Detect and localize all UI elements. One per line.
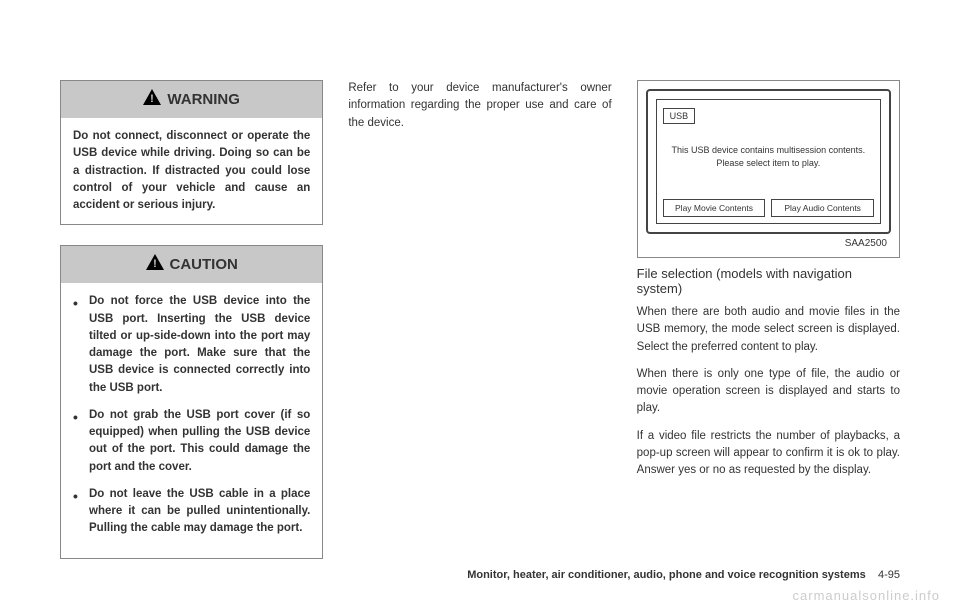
svg-text:!: !: [153, 258, 157, 270]
list-item: Do not leave the USB cable in a place wh…: [73, 486, 310, 538]
column-middle: Refer to your device manufacturer's owne…: [348, 80, 611, 579]
usb-message: This USB device contains multisession co…: [663, 144, 874, 169]
figure-id: SAA2500: [646, 238, 891, 249]
paragraph: When there is only one type of file, the…: [637, 366, 900, 418]
usb-button-row: Play Movie Contents Play Audio Contents: [663, 199, 874, 217]
caution-body: Do not force the USB device into the USB…: [61, 283, 322, 557]
usb-msg-line2: Please select item to play.: [716, 158, 820, 168]
play-movie-button: Play Movie Contents: [663, 199, 766, 217]
screen-inner: USB This USB device contains multisessio…: [656, 99, 881, 224]
warning-body: Do not connect, disconnect or operate th…: [61, 118, 322, 224]
usb-msg-line1: This USB device contains multisession co…: [672, 145, 866, 155]
column-left: ! WARNING Do not connect, disconnect or …: [60, 80, 323, 579]
list-item: Do not force the USB device into the USB…: [73, 293, 310, 397]
paragraph: If a video file restricts the number of …: [637, 428, 900, 480]
section-heading: File selection (models with navigation s…: [637, 266, 900, 296]
column-right: USB This USB device contains multisessio…: [637, 80, 900, 579]
page-columns: ! WARNING Do not connect, disconnect or …: [60, 80, 900, 579]
play-audio-button: Play Audio Contents: [771, 199, 874, 217]
watermark: carmanualsonline.info: [793, 588, 940, 603]
page-footer: Monitor, heater, air conditioner, audio,…: [467, 569, 900, 581]
paragraph: When there are both audio and movie file…: [637, 304, 900, 356]
caution-box: ! CAUTION Do not force the USB device in…: [60, 245, 323, 558]
caution-list: Do not force the USB device into the USB…: [73, 293, 310, 537]
caution-icon: !: [146, 254, 164, 275]
paragraph: Refer to your device manufacturer's owne…: [348, 80, 611, 132]
caution-header: ! CAUTION: [61, 246, 322, 283]
figure-box: USB This USB device contains multisessio…: [637, 80, 900, 258]
warning-title: WARNING: [167, 91, 240, 108]
caution-title: CAUTION: [170, 256, 238, 273]
usb-label: USB: [663, 108, 696, 124]
warning-header: ! WARNING: [61, 81, 322, 118]
screen-outer: USB This USB device contains multisessio…: [646, 89, 891, 234]
list-item: Do not grab the USB port cover (if so eq…: [73, 407, 310, 476]
footer-section: Monitor, heater, air conditioner, audio,…: [467, 569, 866, 581]
warning-box: ! WARNING Do not connect, disconnect or …: [60, 80, 323, 225]
warning-icon: !: [143, 89, 161, 110]
footer-page: 4-95: [878, 569, 900, 581]
svg-text:!: !: [151, 93, 155, 105]
